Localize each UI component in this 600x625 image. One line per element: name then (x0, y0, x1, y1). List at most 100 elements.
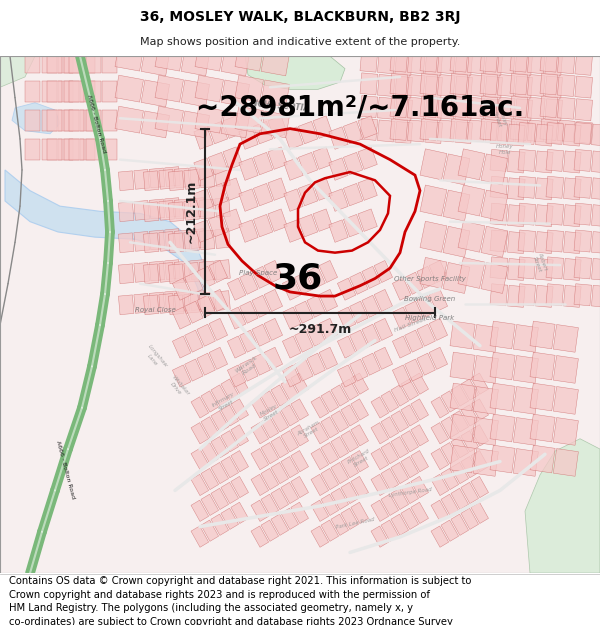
Polygon shape (313, 178, 332, 201)
Polygon shape (209, 261, 227, 282)
Polygon shape (515, 99, 533, 121)
Polygon shape (190, 198, 205, 217)
Polygon shape (337, 336, 356, 358)
Polygon shape (169, 171, 184, 191)
Polygon shape (527, 120, 545, 142)
Polygon shape (518, 284, 536, 306)
Polygon shape (195, 106, 223, 133)
Polygon shape (441, 494, 458, 516)
Polygon shape (319, 348, 338, 369)
Polygon shape (281, 405, 299, 426)
Polygon shape (343, 121, 363, 144)
Polygon shape (441, 417, 458, 438)
Polygon shape (490, 445, 515, 473)
Polygon shape (235, 106, 263, 133)
Polygon shape (169, 295, 184, 315)
Polygon shape (184, 201, 199, 220)
Polygon shape (86, 139, 101, 159)
Polygon shape (437, 98, 455, 119)
Polygon shape (215, 259, 230, 279)
Polygon shape (261, 111, 290, 138)
Polygon shape (437, 74, 455, 96)
Polygon shape (115, 44, 143, 71)
Polygon shape (401, 508, 419, 529)
Polygon shape (540, 118, 557, 141)
Polygon shape (283, 278, 301, 300)
Polygon shape (195, 44, 223, 71)
Polygon shape (343, 214, 363, 237)
Polygon shape (485, 53, 503, 76)
Polygon shape (407, 74, 425, 96)
Polygon shape (80, 52, 95, 72)
Polygon shape (546, 176, 563, 198)
Polygon shape (134, 262, 149, 282)
Polygon shape (437, 120, 455, 142)
Polygon shape (231, 373, 248, 394)
Polygon shape (331, 488, 349, 509)
Polygon shape (473, 418, 499, 445)
Polygon shape (311, 500, 329, 521)
Polygon shape (497, 74, 515, 96)
Polygon shape (235, 44, 263, 71)
Polygon shape (381, 494, 398, 516)
Polygon shape (473, 324, 499, 352)
Polygon shape (481, 226, 508, 258)
Polygon shape (515, 76, 533, 98)
Polygon shape (201, 442, 218, 464)
Polygon shape (251, 474, 269, 496)
Polygon shape (374, 348, 392, 369)
Polygon shape (58, 110, 73, 131)
Polygon shape (371, 500, 389, 521)
Polygon shape (239, 359, 258, 381)
Polygon shape (513, 324, 538, 352)
Polygon shape (253, 214, 273, 237)
Polygon shape (490, 321, 515, 349)
Polygon shape (557, 52, 575, 74)
Polygon shape (455, 99, 473, 121)
Polygon shape (411, 503, 428, 524)
Polygon shape (480, 96, 497, 118)
Polygon shape (441, 520, 458, 541)
Polygon shape (450, 73, 467, 95)
Polygon shape (518, 149, 536, 171)
Polygon shape (392, 307, 411, 329)
Polygon shape (264, 348, 283, 369)
Text: Park Lee Road: Park Lee Road (335, 517, 375, 530)
Polygon shape (527, 52, 545, 74)
Polygon shape (574, 284, 592, 306)
Polygon shape (563, 124, 581, 146)
Polygon shape (563, 151, 581, 173)
Polygon shape (227, 278, 246, 300)
Polygon shape (221, 482, 239, 504)
Polygon shape (497, 120, 515, 142)
Polygon shape (281, 379, 299, 400)
Polygon shape (215, 229, 230, 249)
Polygon shape (420, 118, 437, 141)
Polygon shape (451, 462, 469, 484)
Polygon shape (473, 356, 499, 383)
Polygon shape (374, 261, 392, 282)
Polygon shape (25, 110, 40, 131)
Polygon shape (350, 301, 368, 323)
Polygon shape (401, 431, 419, 452)
Polygon shape (199, 168, 215, 188)
Polygon shape (420, 50, 437, 72)
Polygon shape (115, 106, 143, 133)
Polygon shape (431, 397, 449, 418)
Polygon shape (251, 449, 269, 470)
Polygon shape (513, 356, 538, 383)
Polygon shape (518, 257, 536, 279)
Polygon shape (291, 399, 308, 420)
Polygon shape (535, 232, 553, 254)
Polygon shape (64, 139, 79, 159)
Polygon shape (451, 488, 469, 509)
Polygon shape (281, 508, 299, 529)
Polygon shape (58, 139, 73, 159)
Polygon shape (574, 176, 592, 198)
Polygon shape (199, 292, 215, 312)
Polygon shape (371, 397, 389, 418)
Polygon shape (455, 76, 473, 98)
Polygon shape (271, 462, 289, 484)
Polygon shape (201, 391, 218, 412)
Text: Mosley
Street: Mosley Street (491, 107, 508, 129)
